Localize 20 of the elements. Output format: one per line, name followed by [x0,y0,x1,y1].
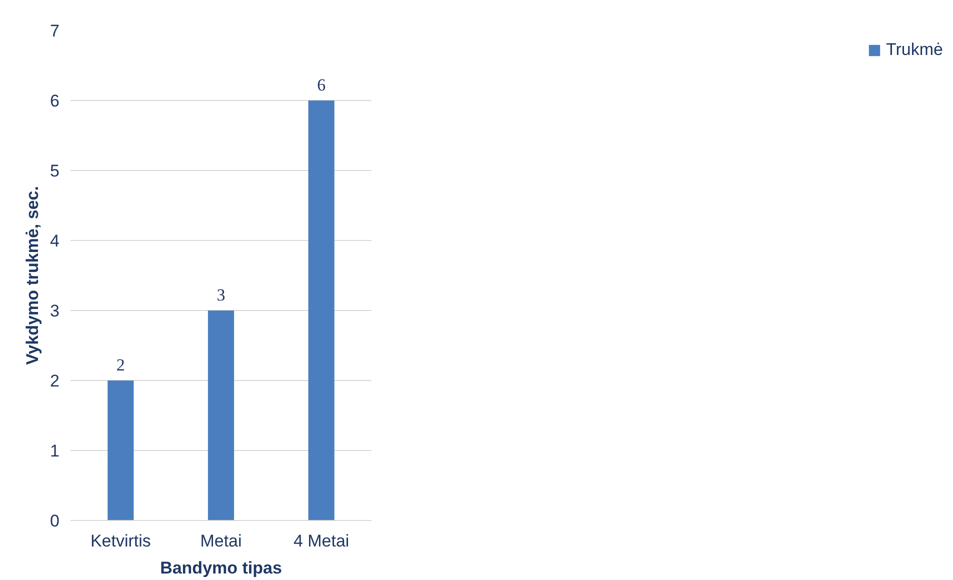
data-label: 2 [116,356,125,374]
y-tick-label: 5 [50,162,60,180]
x-tick-label: Metai [200,532,242,550]
x-axis-title: Bandymo tipas [160,558,282,578]
y-tick-label: 1 [50,442,60,460]
y-tick-label: 0 [50,512,60,530]
x-tick-label: Ketvirtis [90,532,151,550]
data-label: 3 [216,286,226,304]
y-tick-label: 6 [50,92,60,110]
x-tick-label: 4 Metai [293,532,350,550]
y-tick-label: 2 [50,372,60,390]
y-tick-label: 7 [50,22,60,40]
bar [208,310,234,520]
y-axis-title: Vykdymo trukmė, sec. [23,186,42,365]
bar [308,100,334,520]
legend-label: Trukmė [886,40,943,60]
y-tick-label: 3 [50,302,60,320]
bar [108,380,134,520]
y-tick-label: 4 [50,232,60,250]
data-label: 6 [317,76,326,94]
